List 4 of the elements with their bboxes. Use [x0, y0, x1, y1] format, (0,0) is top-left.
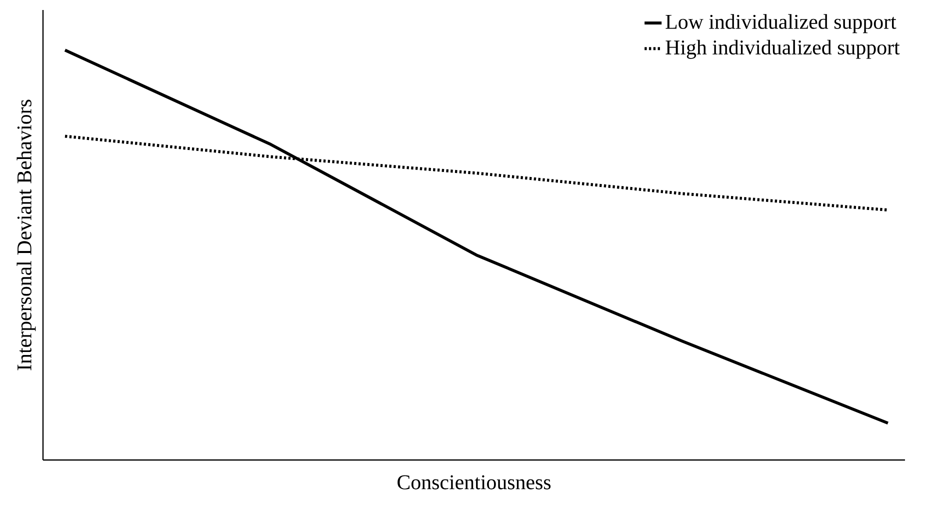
- x-axis-title: Conscientiousness: [398, 475, 551, 490]
- y-axis-title: Interpersonal Deviant Behaviors: [16, 100, 36, 370]
- legend-label: Low individualized support: [666, 14, 896, 34]
- legend-label: High individualized support: [666, 40, 900, 59]
